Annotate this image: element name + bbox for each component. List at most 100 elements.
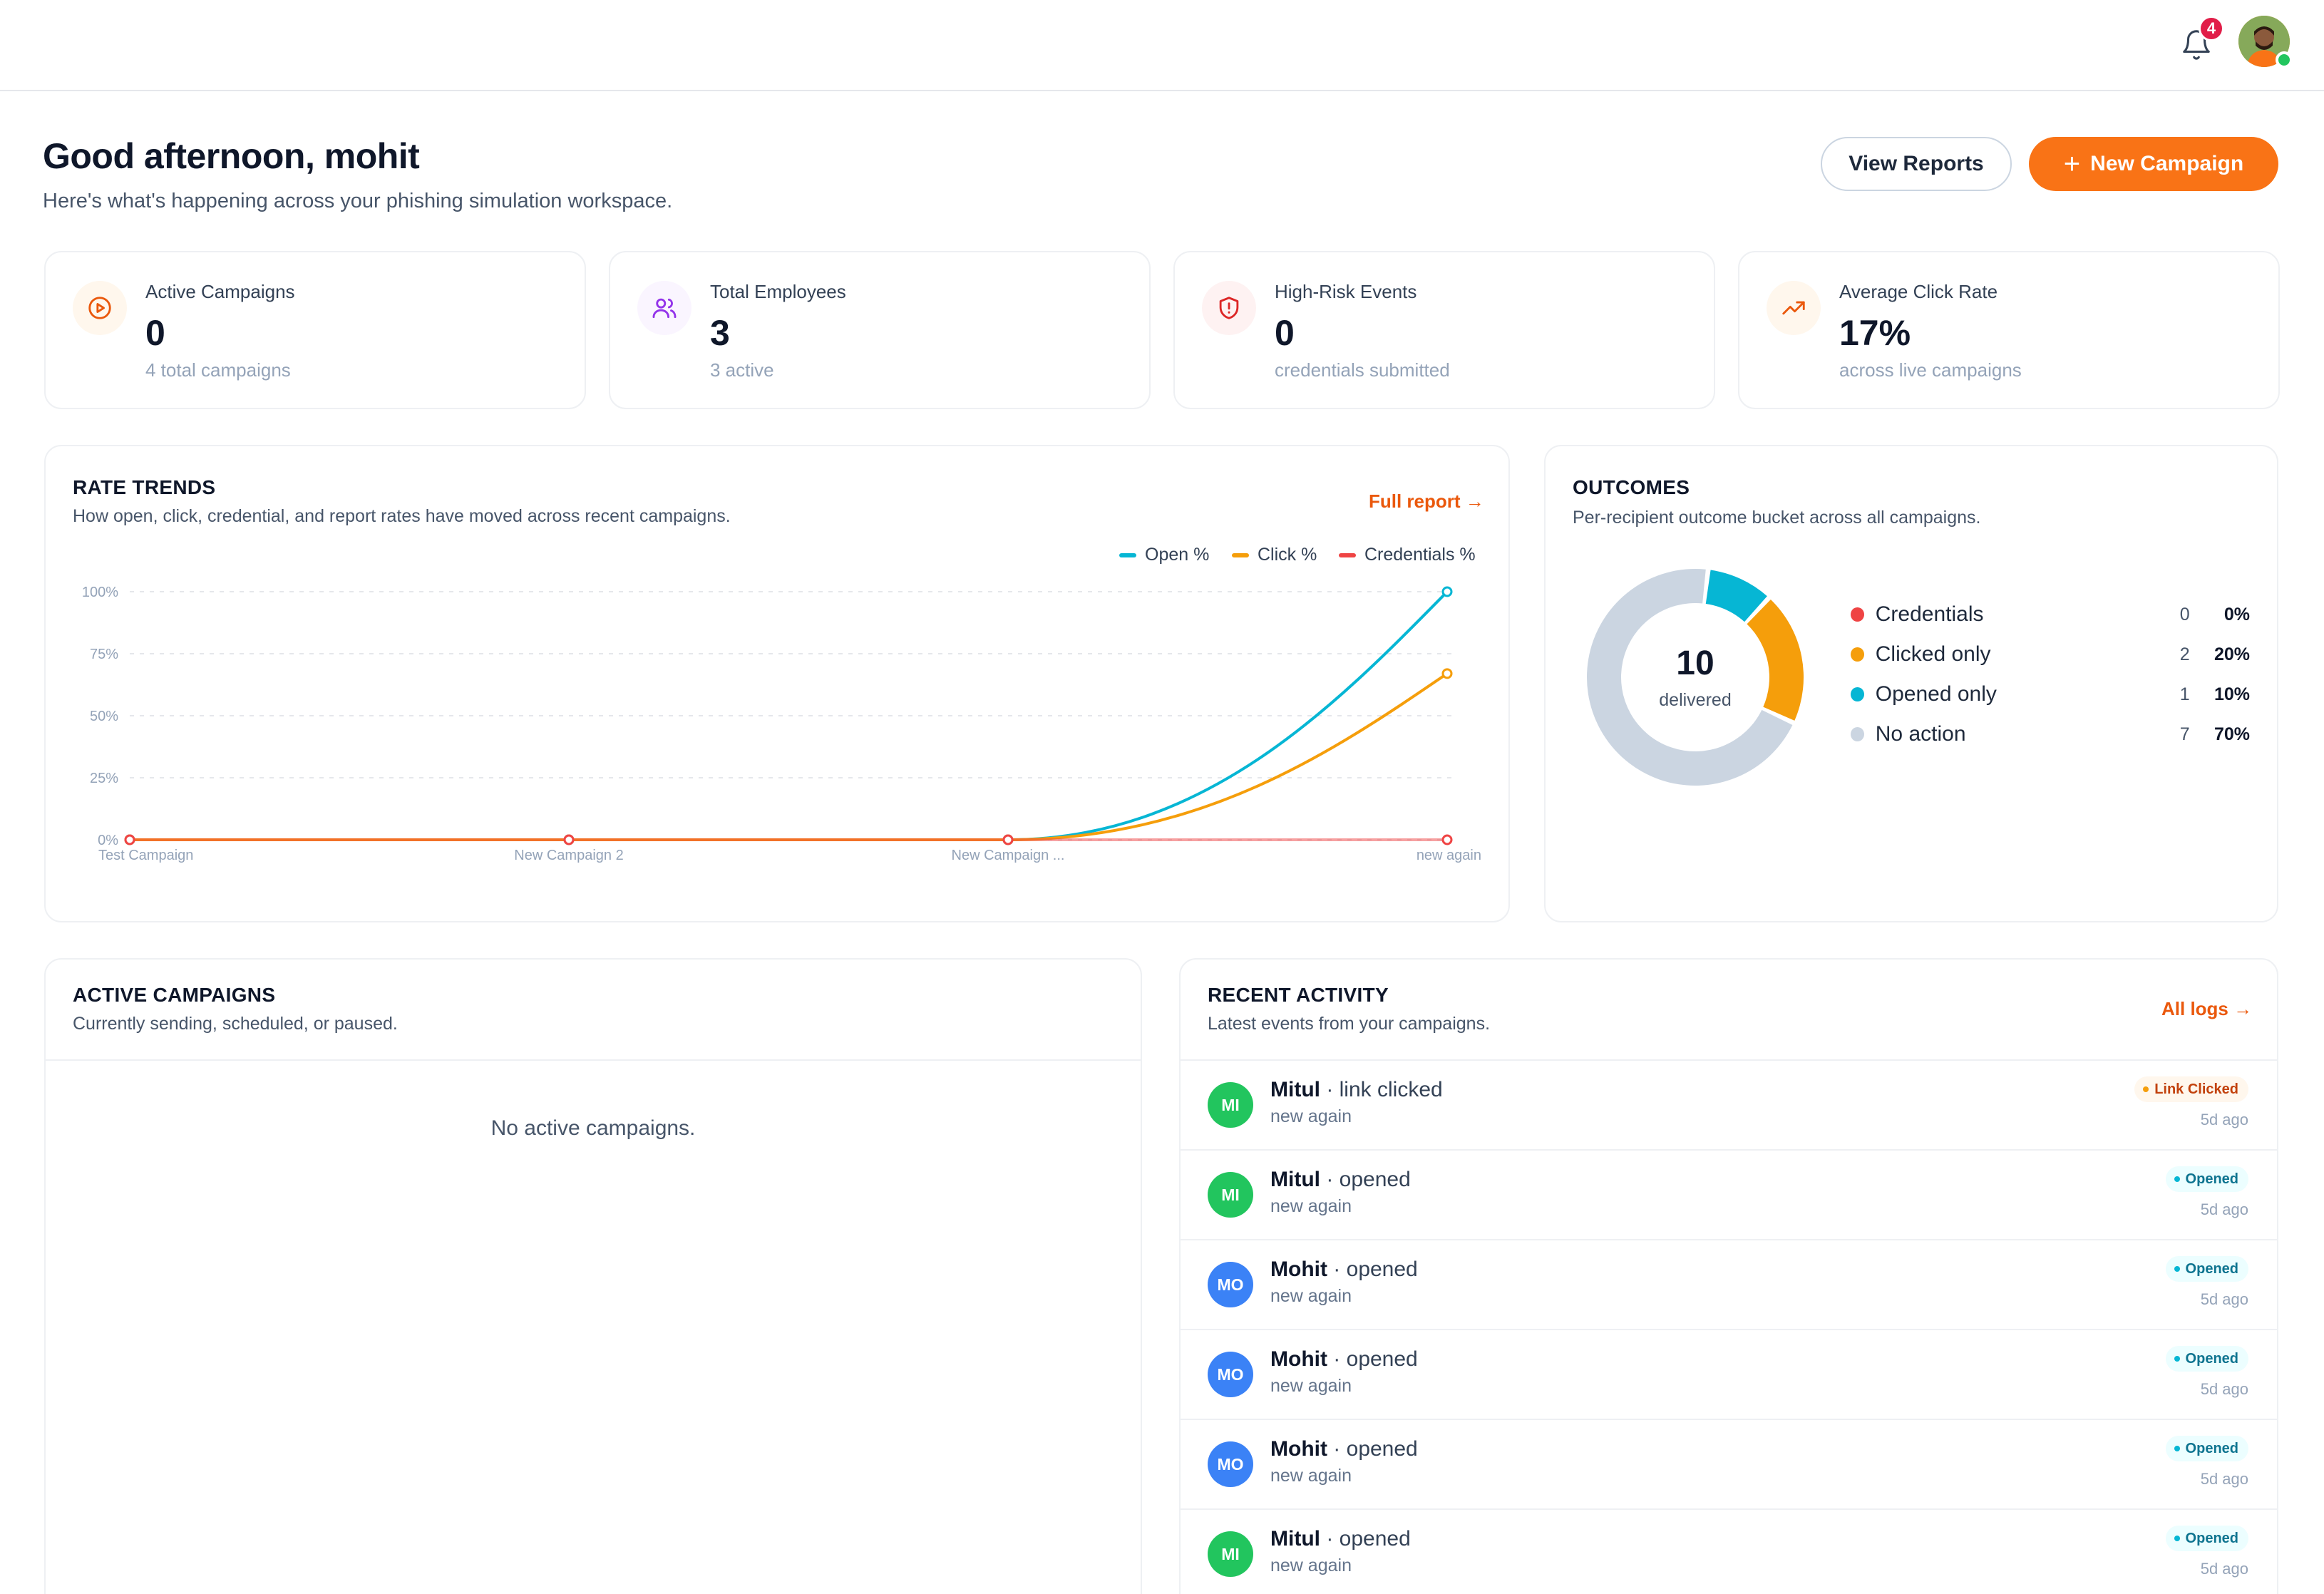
activity-row[interactable]: MO Mohit · opened new again Opened 5d ago <box>1179 1419 2277 1508</box>
legend-click: Click % <box>1232 545 1317 565</box>
outcome-pct: 0% <box>2223 604 2250 624</box>
activity-time: 5d ago <box>2200 1200 2248 1218</box>
outcome-dot <box>1851 607 1864 622</box>
activity-user: Mitul <box>1270 1168 1320 1191</box>
activity-user: Mitul <box>1270 1527 1320 1551</box>
outcomes-panel <box>1544 445 2278 922</box>
outcome-name: Credentials <box>1875 602 1984 626</box>
data-point[interactable] <box>1441 668 1453 679</box>
activity-user: Mohit <box>1270 1437 1327 1461</box>
stat-sub: across live campaigns <box>1839 359 2022 381</box>
badge-label: Opened <box>2185 1171 2238 1187</box>
rate-trends-title: RATE TRENDS <box>73 476 216 498</box>
view-reports-button[interactable]: View Reports <box>1821 137 2012 191</box>
activity-avatar: MO <box>1208 1352 1253 1397</box>
rate-trends-subtitle: How open, click, credential, and report … <box>73 506 731 526</box>
activity-row[interactable]: MI Mitul · link clicked new again Link Clic… <box>1179 1059 2277 1149</box>
activity-row[interactable]: MI Mitul · opened new again Opened 5d ago <box>1179 1508 2277 1594</box>
data-point[interactable] <box>1441 586 1453 597</box>
legend-credentials: Credentials % <box>1339 545 1476 565</box>
new-campaign-button[interactable]: + New Campaign <box>2029 137 2278 191</box>
outcome-count: 0 <box>2179 604 2190 624</box>
legend-open: Open % <box>1119 545 1209 565</box>
data-point[interactable] <box>1002 834 1014 845</box>
legend-credentials-swatch <box>1339 552 1356 557</box>
outcome-pct: 20% <box>2214 644 2250 664</box>
activity-avatar: MO <box>1208 1441 1253 1487</box>
activity-campaign: new again <box>1270 1556 1352 1575</box>
legend-open-label: Open % <box>1145 545 1210 565</box>
legend-click-swatch <box>1232 552 1249 557</box>
badge-dot <box>2174 1176 2180 1182</box>
bell-icon[interactable] <box>2180 29 2213 61</box>
activity-event: · opened <box>1327 1347 1418 1371</box>
data-point[interactable] <box>124 834 135 845</box>
activity-summary: Mitul · opened <box>1270 1527 1411 1551</box>
activity-summary: Mohit · opened <box>1270 1347 1418 1372</box>
trending-up-icon <box>1767 281 1821 335</box>
activity-time: 5d ago <box>2200 1380 2248 1398</box>
user-avatar[interactable] <box>2238 16 2290 67</box>
stat-label: High-Risk Events <box>1275 281 1417 302</box>
activity-row[interactable]: MI Mitul · opened new again Opened 5d ago <box>1179 1149 2277 1239</box>
data-point[interactable] <box>563 834 575 845</box>
divider <box>44 1059 1142 1061</box>
outcome-dot <box>1851 727 1864 741</box>
outcomes-donut-chart: 10 delivered <box>1587 569 1804 786</box>
notification-count-badge: 4 <box>2199 16 2224 41</box>
donut-total-label: delivered <box>1659 690 1731 710</box>
x-tick-label: Test Campaign <box>98 848 193 863</box>
outcome-count: 7 <box>2179 724 2190 744</box>
stat-label: Average Click Rate <box>1839 281 1998 302</box>
empty-state-text: No active campaigns. <box>490 1116 696 1140</box>
stat-card-average-click-rate: Average Click Rate 17% across live campa… <box>1738 251 2280 409</box>
outcome-name: Opened only <box>1875 682 1997 706</box>
activity-status-badge: Link Clicked <box>2134 1076 2248 1102</box>
full-report-link[interactable]: Full report → <box>1369 490 1484 512</box>
activity-campaign: new again <box>1270 1106 1352 1126</box>
online-status-dot <box>2276 51 2293 68</box>
active-campaigns-panel <box>44 958 1142 1594</box>
stat-value: 17% <box>1839 313 1911 353</box>
donut-segment-noaction[interactable] <box>1587 569 1793 786</box>
activity-event: · opened <box>1320 1168 1411 1191</box>
recent-activity-title: RECENT ACTIVITY <box>1208 984 1389 1006</box>
x-tick-label: New Campaign ... <box>952 848 1065 863</box>
activity-avatar: MI <box>1208 1531 1253 1577</box>
outcome-count: 2 <box>2179 644 2190 664</box>
page-title: Good afternoon, mohit <box>43 136 420 176</box>
badge-dot <box>2174 1266 2180 1272</box>
y-tick-label: 50% <box>90 709 118 724</box>
outcome-pct: 70% <box>2214 724 2250 744</box>
stat-value: 3 <box>710 313 730 353</box>
badge-label: Opened <box>2185 1530 2238 1546</box>
stat-card-total-employees: Total Employees 3 3 active <box>609 251 1151 409</box>
activity-user: Mohit <box>1270 1347 1327 1371</box>
outcome-name: Clicked only <box>1875 642 1991 666</box>
page-subtitle: Here's what's happening across your phis… <box>43 190 673 212</box>
activity-user: Mitul <box>1270 1078 1320 1101</box>
activity-summary: Mohit · opened <box>1270 1437 1418 1461</box>
donut-segment-clickedonly[interactable] <box>1747 599 1804 721</box>
activity-campaign: new again <box>1270 1196 1352 1216</box>
activity-time: 5d ago <box>2200 1111 2248 1128</box>
stat-sub: 4 total campaigns <box>145 359 291 381</box>
data-point[interactable] <box>1441 834 1453 845</box>
new-campaign-label: New Campaign <box>2090 152 2244 175</box>
outcome-pct: 10% <box>2214 684 2250 704</box>
activity-status-badge: Opened <box>2165 1166 2248 1192</box>
users-icon <box>637 281 691 335</box>
y-tick-label: 0% <box>98 833 118 848</box>
all-logs-link[interactable]: All logs → <box>2161 998 2253 1019</box>
donut-segment-openedonly[interactable] <box>1705 570 1767 622</box>
plus-icon: + <box>2063 148 2081 180</box>
activity-row[interactable]: MO Mohit · opened new again Opened 5d ago <box>1179 1329 2277 1419</box>
x-tick-label: New Campaign 2 <box>514 848 623 863</box>
badge-dot <box>2174 1536 2180 1541</box>
legend-open-swatch <box>1119 552 1136 557</box>
outcome-dot <box>1851 687 1864 701</box>
activity-row[interactable]: MO Mohit · opened new again Opened 5d ago <box>1179 1239 2277 1329</box>
outcome-row-clicked-only: Clicked only 2 20% <box>1851 640 2250 669</box>
active-campaigns-title: ACTIVE CAMPAIGNS <box>73 984 276 1006</box>
badge-dot <box>2174 1446 2180 1451</box>
